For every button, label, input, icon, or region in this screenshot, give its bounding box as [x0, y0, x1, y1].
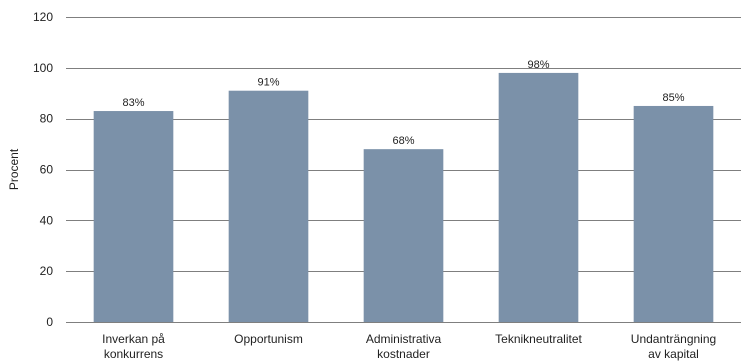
bars: [93, 72, 714, 323]
y-tick-label: 20: [40, 264, 54, 278]
x-category-label: Opportunism: [234, 332, 303, 346]
bar: [93, 111, 174, 323]
bar: [363, 149, 444, 322]
y-tick-label: 60: [40, 163, 54, 177]
y-axis-ticks: 0 20 40 60 80 100 120: [33, 10, 53, 329]
y-tick-label: 0: [46, 315, 53, 329]
data-labels: 83% 91% 68% 98% 85%: [122, 59, 684, 147]
bar: [498, 72, 579, 323]
y-tick-label: 40: [40, 213, 54, 227]
data-label: 85%: [662, 92, 684, 104]
x-category-label: Undanträngning av kapital: [631, 332, 716, 361]
data-label: 98%: [527, 59, 549, 71]
x-axis-categories: Inverkan på konkurrens Opportunism Administ…: [102, 332, 716, 361]
y-axis-title: Procent: [7, 148, 21, 190]
data-label: 91%: [257, 77, 279, 89]
y-tick-label: 120: [33, 10, 53, 24]
x-category-label: Administrativa kostnader: [366, 332, 442, 361]
data-label: 68%: [392, 135, 414, 147]
bar: [633, 105, 714, 322]
y-tick-label: 100: [33, 61, 53, 75]
y-tick-label: 80: [40, 112, 54, 126]
data-label: 83%: [122, 97, 144, 109]
bar: [228, 90, 309, 322]
x-category-label: Inverkan på konkurrens: [102, 332, 165, 361]
x-category-label: Teknikneutralitet: [495, 332, 582, 346]
